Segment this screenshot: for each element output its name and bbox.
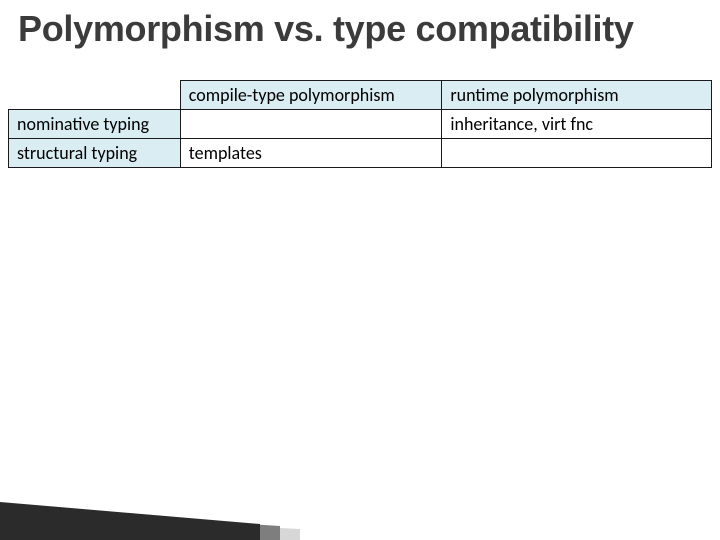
col-header-compile-time: compile-type polymorphism [180, 81, 442, 110]
slide: Polymorphism vs. type compatibility comp… [0, 0, 720, 540]
cell-structural-compile: templates [180, 139, 442, 168]
slide-title: Polymorphism vs. type compatibility [18, 8, 702, 50]
cell-structural-runtime [442, 139, 712, 168]
col-header-runtime: runtime polymorphism [442, 81, 712, 110]
row-header-nominative: nominative typing [9, 110, 181, 139]
type-matrix-table: compile-type polymorphism runtime polymo… [8, 80, 712, 168]
table-row: structural typing templates [9, 139, 712, 168]
wedge-shadow [0, 514, 300, 540]
table-header-row: compile-type polymorphism runtime polymo… [9, 81, 712, 110]
table-corner-cell [9, 81, 181, 110]
decorative-wedge [0, 480, 340, 540]
row-header-structural: structural typing [9, 139, 181, 168]
cell-nominative-compile [180, 110, 442, 139]
wedge-dark [0, 502, 260, 540]
cell-nominative-runtime: inheritance, virt fnc [442, 110, 712, 139]
table-row: nominative typing inheritance, virt fnc [9, 110, 712, 139]
wedge-light [0, 508, 280, 540]
